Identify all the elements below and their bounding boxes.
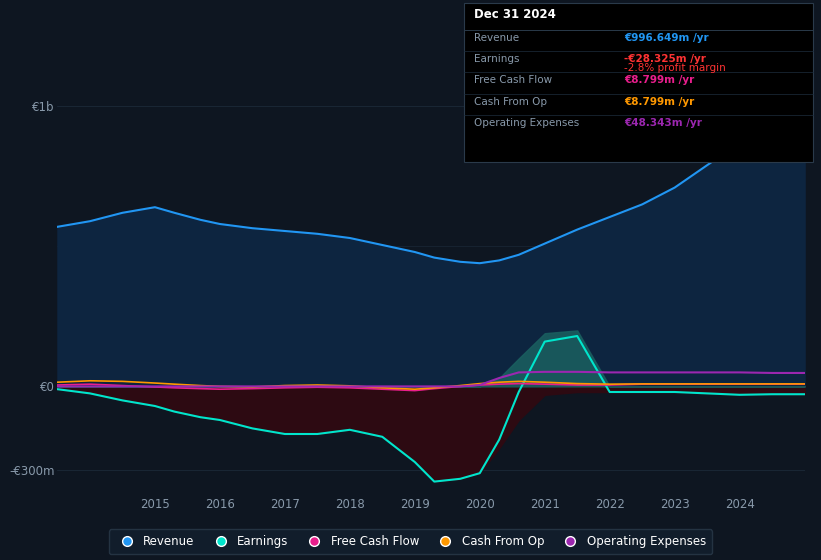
Text: -2.8% profit margin: -2.8% profit margin	[624, 63, 726, 73]
Legend: Revenue, Earnings, Free Cash Flow, Cash From Op, Operating Expenses: Revenue, Earnings, Free Cash Flow, Cash …	[109, 529, 712, 554]
Text: Earnings: Earnings	[474, 54, 519, 64]
Text: Cash From Op: Cash From Op	[474, 97, 547, 107]
Text: -€28.325m /yr: -€28.325m /yr	[624, 54, 706, 64]
Text: €8.799m /yr: €8.799m /yr	[624, 97, 695, 107]
Text: Dec 31 2024: Dec 31 2024	[474, 8, 556, 21]
Text: €996.649m /yr: €996.649m /yr	[624, 33, 709, 43]
Text: Revenue: Revenue	[474, 33, 519, 43]
Text: Operating Expenses: Operating Expenses	[474, 118, 579, 128]
Text: Free Cash Flow: Free Cash Flow	[474, 76, 552, 86]
Text: €48.343m /yr: €48.343m /yr	[624, 118, 702, 128]
Text: €8.799m /yr: €8.799m /yr	[624, 76, 695, 86]
